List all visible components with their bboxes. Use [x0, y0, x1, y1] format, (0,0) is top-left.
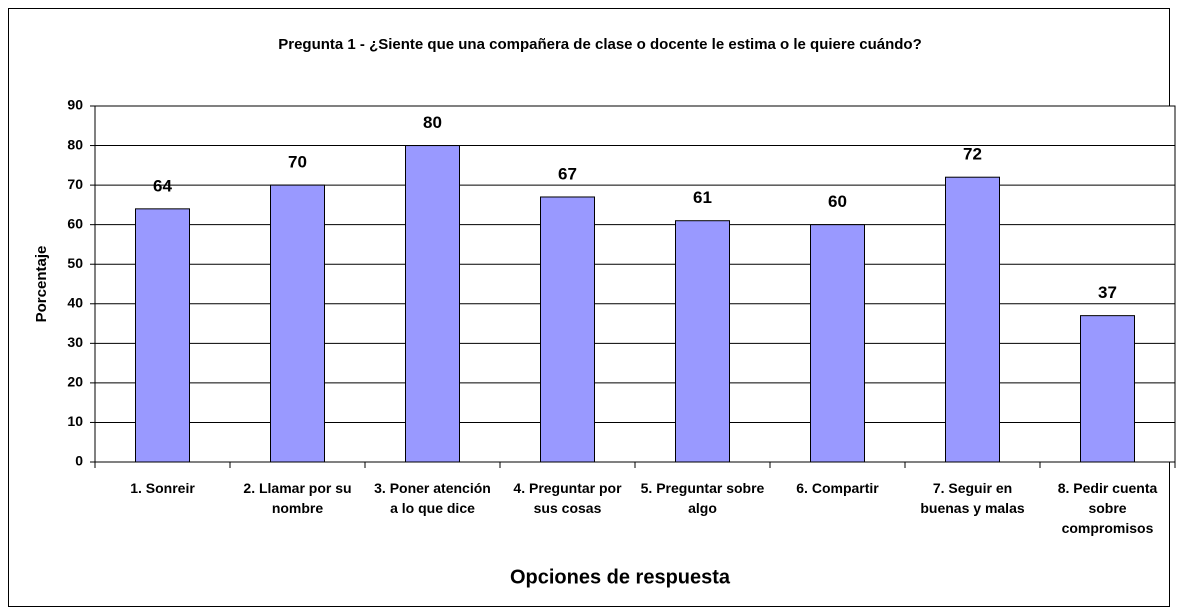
y-tick-label: 80 [67, 136, 83, 152]
x-tick-label: 6. Compartir [796, 480, 879, 496]
y-tick-label: 50 [67, 255, 83, 271]
x-tick-label: 1. Sonreir [130, 480, 195, 496]
y-tick-label: 20 [67, 374, 83, 390]
bar [405, 145, 460, 463]
y-tick-label: 10 [67, 413, 83, 429]
y-tick-label: 90 [67, 97, 83, 113]
value-label: 72 [963, 145, 982, 164]
y-tick-label: 30 [67, 334, 83, 350]
value-label: 61 [693, 188, 712, 207]
x-tick-label: 8. Pedir cuenta sobre compromisos [1057, 480, 1158, 536]
x-tick-label: 3. Poner atención a lo que dice [374, 480, 491, 516]
y-tick-label: 70 [67, 176, 83, 192]
bar [135, 208, 190, 463]
bar [810, 224, 865, 463]
x-tick-label: 4. Preguntar por sus cosas [513, 480, 622, 516]
bar [1080, 315, 1135, 463]
plot-area [94, 105, 1176, 463]
bar [270, 184, 325, 463]
y-tick-label: 40 [67, 294, 83, 310]
bar [540, 196, 595, 463]
value-label: 37 [1098, 283, 1117, 302]
value-label: 70 [288, 153, 307, 172]
x-tick-label: 5. Preguntar sobre algo [640, 480, 765, 516]
value-label: 60 [828, 192, 847, 211]
bar [945, 176, 1000, 463]
x-axis-title: Opciones de respuesta [510, 566, 731, 588]
x-tick-label: 7. Seguir en buenas y malas [920, 480, 1025, 516]
bar [675, 220, 730, 463]
x-tick-label: 2. Llamar por su nombre [243, 480, 352, 516]
y-axis-title: Porcentaje [33, 246, 50, 323]
y-tick-label: 0 [75, 453, 83, 469]
value-label: 64 [153, 176, 172, 195]
chart-title: Pregunta 1 - ¿Siente que una compañera d… [278, 36, 922, 53]
y-tick-label: 60 [67, 215, 83, 231]
value-label: 80 [423, 113, 442, 132]
value-label: 67 [558, 164, 577, 183]
